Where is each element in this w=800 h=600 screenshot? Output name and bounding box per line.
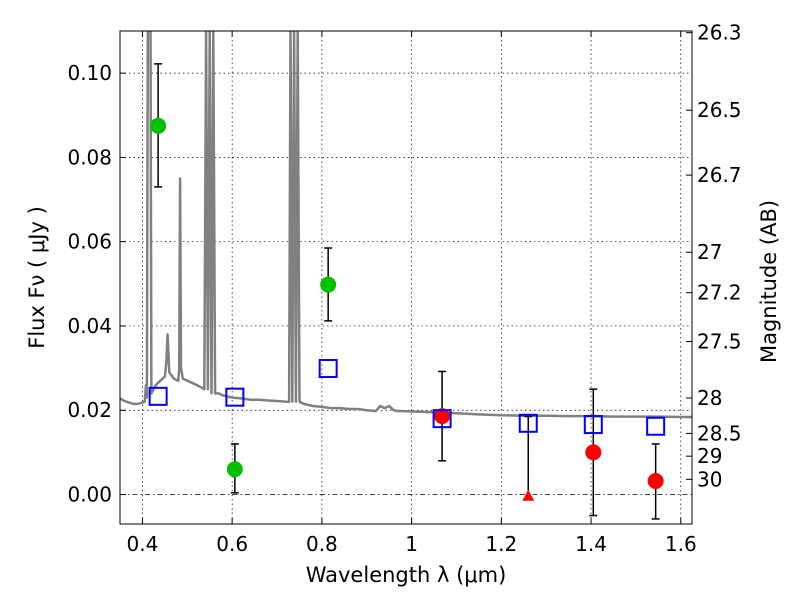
- green-data-point: [320, 276, 337, 293]
- x-tick-label: 0.4: [127, 532, 159, 556]
- right-tick-label: 27: [697, 240, 722, 264]
- spectrum-line: [120, 31, 692, 419]
- green-data-point: [150, 117, 167, 134]
- model-photometry-square: [583, 415, 603, 435]
- y-axis-label: Flux Fν ( μJy ): [25, 206, 49, 349]
- model-spectrum: [120, 31, 692, 419]
- right-tick-label: 26.3: [697, 21, 742, 45]
- right-tick-label: 27.5: [697, 330, 742, 354]
- x-tick-label: 1.6: [665, 532, 697, 556]
- y-tick-label: 0.02: [67, 398, 112, 422]
- right-tick-label: 29: [697, 444, 722, 468]
- y-tick-label: 0.08: [67, 145, 112, 169]
- model-photometry-square: [225, 387, 245, 407]
- right-tick-label: 26.7: [697, 163, 742, 187]
- right-tick-label: 27.2: [697, 281, 742, 305]
- model-photometry-square: [432, 409, 452, 429]
- x-tick-label: 1.4: [575, 532, 607, 556]
- red-upper-limit-triangle: [522, 489, 535, 501]
- red-data-point: [434, 408, 451, 425]
- plot-frame: [119, 30, 693, 525]
- model-photometry-square: [518, 413, 538, 433]
- x-tick-label: 1.2: [485, 532, 517, 556]
- x-axis-label: Wavelength λ (μm): [306, 563, 507, 587]
- data-points: [148, 63, 666, 520]
- right-axis-label: Magnitude (AB): [757, 200, 781, 363]
- x-tick-label: 0.8: [306, 532, 338, 556]
- y-tick-label: 0.04: [67, 314, 112, 338]
- model-photometry-square: [646, 416, 666, 436]
- right-tick-label: 30: [697, 467, 722, 491]
- right-tick-label: 28: [697, 386, 722, 410]
- y-tick-label: 0.10: [67, 61, 112, 85]
- x-tick-label: 0.6: [216, 532, 248, 556]
- model-photometry-square: [148, 386, 168, 406]
- axis-ticks: 0.4 0.6 0.8 1 1.2 1.4 1.6 0.00 0.02 0.04 0.06 0.08 0…: [67, 21, 741, 556]
- right-tick-label: 26.5: [697, 98, 742, 122]
- right-tick-label: 28.5: [697, 421, 742, 445]
- red-data-point: [585, 444, 602, 461]
- y-tick-label: 0.00: [67, 483, 112, 507]
- x-tick-label: 1: [405, 532, 418, 556]
- y-tick-label: 0.06: [67, 230, 112, 254]
- green-data-point: [226, 461, 243, 478]
- red-data-point: [647, 473, 664, 490]
- model-photometry-square: [318, 359, 338, 379]
